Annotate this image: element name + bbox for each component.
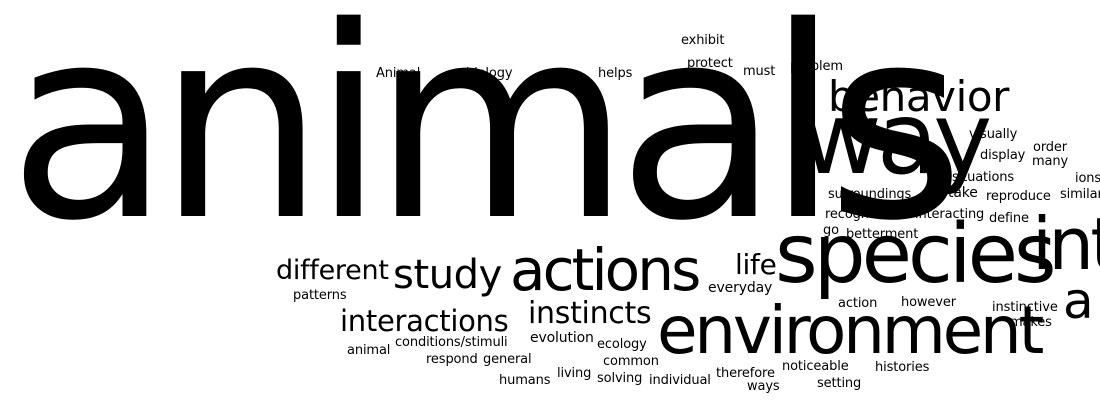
- word-many: many: [1032, 154, 1069, 169]
- word-surroundings: surroundings: [828, 187, 912, 202]
- word-helps: helps: [598, 66, 633, 81]
- word-behavior: behavior: [828, 72, 1009, 121]
- word-ways: ways: [747, 379, 780, 394]
- word-way: way: [800, 80, 992, 197]
- word-different: different: [276, 255, 389, 286]
- word-biology: biology: [466, 66, 513, 81]
- word-display: display: [980, 148, 1026, 163]
- word-conditions-stimuli: conditions/stimuli: [395, 335, 508, 350]
- word-Animal: Animal: [376, 66, 421, 81]
- word-general: general: [483, 352, 532, 367]
- word-common: common: [603, 354, 659, 369]
- word-visually: visually: [969, 127, 1018, 142]
- word-setting: setting: [817, 376, 862, 391]
- word-problem: problem: [790, 59, 843, 74]
- word-instincts: instincts: [528, 296, 652, 331]
- word-everyday: everyday: [708, 280, 773, 296]
- word-individual: individual: [649, 373, 711, 388]
- word-noticeable: noticeable: [782, 359, 849, 374]
- word-define: define: [989, 211, 1029, 226]
- word-life: life: [735, 248, 777, 281]
- word-interactions: interactions: [340, 304, 509, 338]
- word-order: order: [1033, 140, 1068, 155]
- word-action: action: [838, 296, 878, 311]
- word-makes: makes: [1010, 315, 1052, 330]
- word-exhibit: exhibit: [681, 33, 725, 48]
- word-go: go: [823, 223, 839, 238]
- word-therefore: therefore: [716, 366, 775, 381]
- word-recognizable: recognizable: [825, 207, 907, 222]
- word-evolution: evolution: [530, 330, 594, 346]
- word-study: study: [393, 252, 502, 298]
- word-similar: similar: [1060, 187, 1100, 202]
- word-environment: environment: [657, 292, 1044, 369]
- word-instinctive: instinctive: [992, 300, 1058, 315]
- word-patterns: patterns: [293, 288, 347, 303]
- word-situations: situations: [952, 170, 1015, 185]
- word-a-clipped: a: [1063, 272, 1094, 330]
- word-animals: animals: [8, 0, 965, 279]
- word-betterment: betterment: [846, 227, 919, 242]
- word-interacting: interacting: [915, 207, 985, 222]
- word-reproduce: reproduce: [986, 189, 1051, 204]
- word-protect: protect: [687, 56, 733, 71]
- word-living: living: [557, 366, 592, 381]
- word-however: however: [901, 295, 956, 310]
- word-humans: humans: [499, 373, 551, 388]
- word-take: take: [948, 185, 978, 201]
- word-int: int: [1032, 202, 1100, 286]
- word-ecology: ecology: [597, 337, 647, 352]
- word-animal: animal: [347, 343, 391, 358]
- word-solving: solving: [597, 371, 643, 386]
- word-ions-clipped: ions: [1075, 171, 1100, 186]
- word-species: species: [775, 207, 1057, 302]
- word-actions: actions: [510, 236, 701, 304]
- word-respond: respond: [426, 352, 478, 367]
- word-histories: histories: [875, 360, 930, 375]
- word-must: must: [743, 64, 776, 79]
